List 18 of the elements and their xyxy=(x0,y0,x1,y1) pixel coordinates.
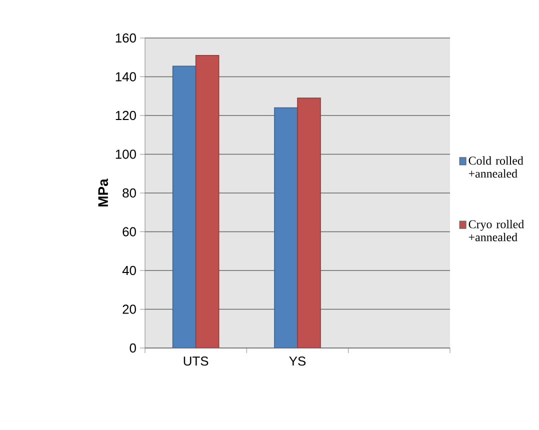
x-tick-label: YS xyxy=(289,356,306,366)
y-tick-label: 40 xyxy=(122,266,136,276)
y-tick-label: 140 xyxy=(116,72,136,82)
bar xyxy=(274,107,298,348)
y-tick-label: 0 xyxy=(130,343,136,353)
bar xyxy=(172,66,196,348)
legend-label: Cold rolled +annealed xyxy=(468,156,524,178)
y-tick-label: 100 xyxy=(116,150,136,159)
x-tick-label: UTS xyxy=(184,356,208,366)
y-tick-label: 120 xyxy=(116,110,136,120)
y-tick-label: 160 xyxy=(116,33,136,43)
legend-label: Cryo rolled +annealed xyxy=(468,220,524,242)
y-tick-label: 60 xyxy=(122,227,136,236)
bar xyxy=(195,55,220,348)
bar xyxy=(297,98,321,348)
y-axis-title: MPa xyxy=(98,178,108,206)
y-tick-label: 80 xyxy=(122,188,136,198)
y-tick-label: 20 xyxy=(122,304,136,314)
